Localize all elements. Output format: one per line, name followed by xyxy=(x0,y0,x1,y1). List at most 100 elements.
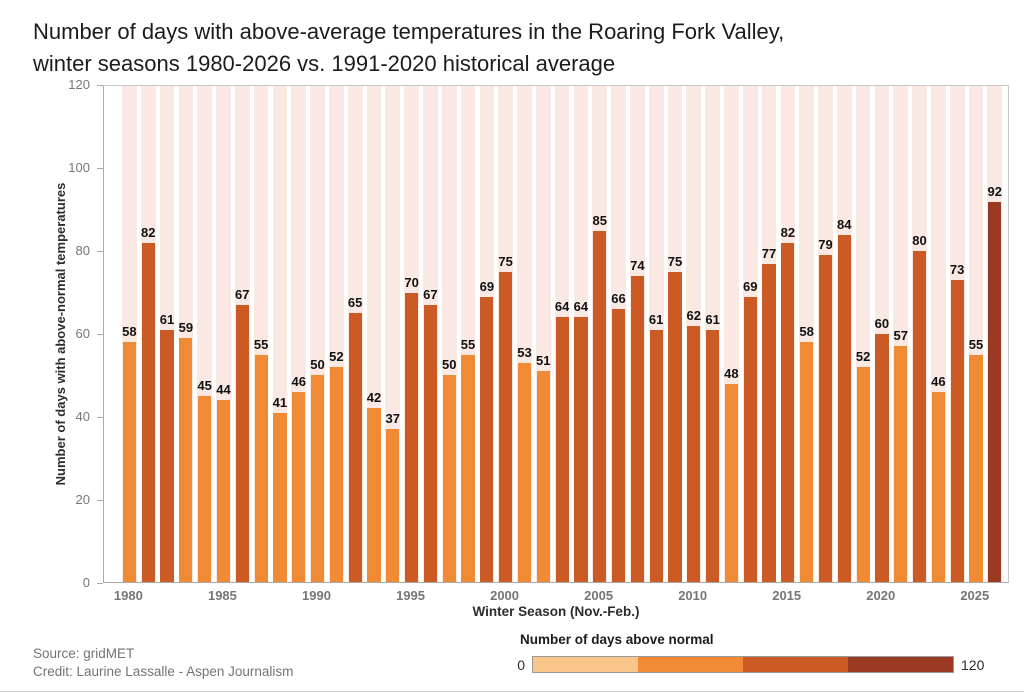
x-tick-2010: 2010 xyxy=(678,588,708,603)
bar-1996[interactable] xyxy=(423,305,437,582)
bar-value-label: 64 xyxy=(554,299,570,315)
bar-1984[interactable] xyxy=(198,396,212,582)
bar-slot-1986: 67 xyxy=(233,86,252,582)
bar-value-label: 57 xyxy=(893,328,908,344)
bar-slot-1989: 46 xyxy=(289,86,308,582)
bar-value-label: 75 xyxy=(498,254,513,269)
bar-1989[interactable] xyxy=(292,391,306,582)
bar-1986[interactable] xyxy=(235,305,249,582)
bar-2014[interactable] xyxy=(762,263,776,582)
bar-value-label: 48 xyxy=(724,365,739,381)
bar-value-label: 53 xyxy=(517,344,532,360)
bar-2008[interactable] xyxy=(649,329,663,582)
bar-2000[interactable] xyxy=(499,272,513,582)
bar-1993[interactable] xyxy=(367,408,381,582)
bar-1982[interactable] xyxy=(160,329,174,582)
bar-2005[interactable] xyxy=(593,230,607,582)
bar-2002[interactable] xyxy=(536,371,550,582)
bar-slot-1983: 59 xyxy=(176,86,195,582)
bar-slot-2015: 82 xyxy=(778,86,797,582)
bar-2003[interactable] xyxy=(555,317,569,582)
bar-value-label: 92 xyxy=(987,183,1003,199)
legend-scale: 0 120 xyxy=(505,656,1005,673)
bar-value-label: 55 xyxy=(460,336,476,352)
bar-1990[interactable] xyxy=(310,375,325,582)
bar-2013[interactable] xyxy=(743,296,757,582)
footer: Source: gridMET Credit: Laurine Lassalle… xyxy=(33,645,293,680)
bar-value-label: 41 xyxy=(272,394,288,410)
bar-2006[interactable] xyxy=(611,309,626,582)
x-tick-1995: 1995 xyxy=(396,588,425,603)
y-tick-80: 80 xyxy=(75,243,90,258)
bar-1992[interactable] xyxy=(348,313,362,582)
bar-slot-2007: 74 xyxy=(628,86,647,582)
bar-1983[interactable] xyxy=(179,338,193,582)
y-tick-mark xyxy=(97,417,103,418)
bar-1991[interactable] xyxy=(329,367,343,582)
bar-slot-2009: 75 xyxy=(666,86,685,582)
y-tick-mark xyxy=(97,583,103,584)
legend-segment-3 xyxy=(848,657,953,672)
bar-2026[interactable] xyxy=(988,201,1002,582)
bar-1980[interactable] xyxy=(122,342,136,582)
bar-slot-2018: 84 xyxy=(835,86,854,582)
bar-value-label: 58 xyxy=(799,324,814,340)
bar-slot-1985: 44 xyxy=(214,86,233,582)
plot-area: 58 82 61 59 45 44 67 55 41 46 50 52 65 42 37 70 67 50 55 69… xyxy=(103,85,1009,583)
bar-2019[interactable] xyxy=(856,367,870,582)
bar-1995[interactable] xyxy=(405,292,419,582)
bar-2007[interactable] xyxy=(630,276,644,582)
bar-2012[interactable] xyxy=(724,383,738,582)
legend-segment-2 xyxy=(743,657,848,672)
bar-slot-2016: 58 xyxy=(797,86,816,582)
bar-2018[interactable] xyxy=(837,234,851,582)
bar-value-label: 73 xyxy=(949,262,965,278)
bar-value-label: 60 xyxy=(874,316,890,331)
bar-slot-1992: 65 xyxy=(346,86,365,582)
bar-1988[interactable] xyxy=(273,412,287,582)
bar-value-label: 46 xyxy=(931,373,946,389)
bar-value-label: 69 xyxy=(479,278,495,294)
bar-2022[interactable] xyxy=(912,251,927,582)
bar-1999[interactable] xyxy=(480,296,494,582)
bar-1998[interactable] xyxy=(461,354,475,582)
bar-1985[interactable] xyxy=(216,400,231,582)
bar-2001[interactable] xyxy=(517,362,532,582)
bar-2023[interactable] xyxy=(931,391,945,582)
bar-1987[interactable] xyxy=(254,354,268,582)
x-tick-2025: 2025 xyxy=(960,588,990,603)
x-tick-2020: 2020 xyxy=(866,588,896,603)
bar-2010[interactable] xyxy=(687,325,701,582)
bar-slot-2010: 62 xyxy=(684,86,703,582)
bar-value-label: 51 xyxy=(536,353,551,369)
bar-value-label: 77 xyxy=(761,245,777,261)
bar-2015[interactable] xyxy=(781,243,795,582)
bar-value-label: 52 xyxy=(855,349,871,365)
bar-2021[interactable] xyxy=(894,346,908,582)
bar-1994[interactable] xyxy=(386,429,400,582)
bar-value-label: 65 xyxy=(347,295,363,311)
bar-2025[interactable] xyxy=(969,354,983,582)
bar-2017[interactable] xyxy=(818,255,833,582)
bar-value-label: 42 xyxy=(366,390,382,406)
bar-2016[interactable] xyxy=(800,342,814,582)
bar-slot-2000: 75 xyxy=(496,86,515,582)
bar-1981[interactable] xyxy=(141,243,155,582)
bar-2020[interactable] xyxy=(875,334,889,582)
y-tick-0: 0 xyxy=(82,575,90,590)
bar-2011[interactable] xyxy=(706,329,720,582)
bar-1997[interactable] xyxy=(442,375,456,582)
legend-color-bar xyxy=(532,656,954,673)
y-tick-40: 40 xyxy=(75,409,90,424)
bar-slot-1996: 67 xyxy=(421,86,440,582)
bar-slot-2024: 73 xyxy=(948,86,967,582)
bar-2009[interactable] xyxy=(668,272,682,582)
bar-slot-1995: 70 xyxy=(402,86,421,582)
bar-value-label: 55 xyxy=(968,336,984,352)
x-axis-title: Winter Season (Nov.-Feb.) xyxy=(472,604,640,619)
bar-2024[interactable] xyxy=(950,280,964,582)
bar-value-label: 70 xyxy=(404,274,419,290)
legend-title: Number of days above normal xyxy=(520,632,714,647)
bar-slot-1997: 50 xyxy=(440,86,459,582)
bar-2004[interactable] xyxy=(574,317,588,582)
